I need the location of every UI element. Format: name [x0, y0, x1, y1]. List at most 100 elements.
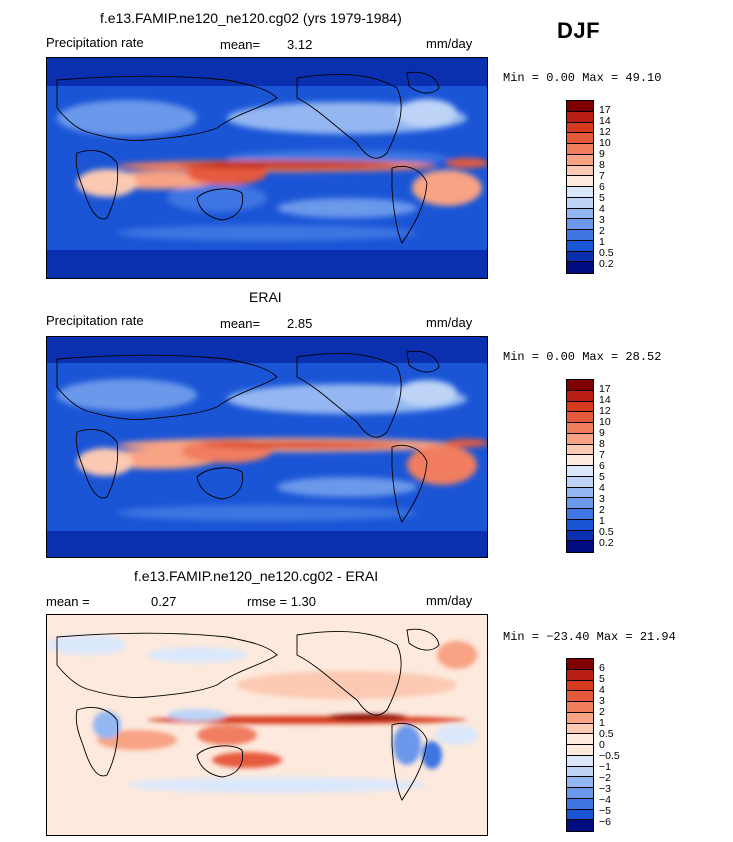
- panel1-tick: 2: [599, 225, 605, 237]
- colorbar-segment: [567, 755, 593, 767]
- colorbar-segment: [567, 498, 593, 509]
- colorbar-segment: [567, 111, 593, 123]
- colorbar-segment: [567, 240, 593, 252]
- panel1-tick: 5: [599, 192, 605, 204]
- panel1-units: mm/day: [426, 36, 473, 51]
- panel2-colorbar-segments: [567, 380, 593, 552]
- panel2-minmax: Min = 0.00 Max = 28.52: [503, 350, 662, 364]
- colorbar-segment: [567, 187, 593, 198]
- colorbar-segment: [567, 712, 593, 724]
- panel1-tick: 9: [599, 148, 605, 160]
- panel3-tick: 1: [599, 717, 605, 729]
- panel2-mean-label: mean=: [220, 316, 261, 331]
- panel3-minmax: Min = −23.40 Max = 21.94: [503, 630, 676, 644]
- panel2-colorbar: [566, 379, 594, 553]
- colorbar-segment: [567, 197, 593, 209]
- panel2-units: mm/day: [426, 315, 473, 330]
- colorbar-segment: [567, 423, 593, 434]
- panel1-tick: 3: [599, 214, 605, 226]
- colorbar-segment: [567, 820, 593, 831]
- panel3-tick: −3: [599, 783, 611, 795]
- panel2-precip-map: [46, 336, 488, 558]
- colorbar-segment: [567, 777, 593, 788]
- panel3-tick: −4: [599, 794, 611, 806]
- panel2-tick: 5: [599, 471, 605, 483]
- colorbar-segment: [567, 509, 593, 520]
- panel3-tick: 0: [599, 739, 605, 751]
- colorbar-segment: [567, 219, 593, 230]
- panel1-tick: 8: [599, 159, 605, 171]
- colorbar-segment: [567, 541, 593, 552]
- panel1-tick: 10: [599, 137, 611, 149]
- panel3-tick: 3: [599, 695, 605, 707]
- colorbar-segment: [567, 101, 593, 112]
- panel3-rmse: rmse = 1.30: [247, 594, 317, 609]
- colorbar-segment: [567, 745, 593, 756]
- panel1-map-svg: [47, 58, 487, 278]
- panel1-title: f.e13.FAMIP.ne120_ne120.cg02 (yrs 1979-1…: [100, 10, 402, 26]
- panel3-mean-label: mean =: [46, 594, 90, 609]
- panel2-tick: 17: [599, 383, 611, 395]
- panel2-tick: 12: [599, 405, 611, 417]
- colorbar-segment: [567, 766, 593, 778]
- panel2-tick: 14: [599, 394, 611, 406]
- panel2-tick: 1: [599, 515, 605, 527]
- colorbar-segment: [567, 476, 593, 488]
- colorbar-segment: [567, 262, 593, 273]
- panel1-tick: 14: [599, 115, 611, 127]
- colorbar-segment: [567, 798, 593, 810]
- panel1-tick: 0.2: [599, 258, 614, 270]
- colorbar-segment: [567, 144, 593, 155]
- panel1-colorbar-segments: [567, 101, 593, 273]
- colorbar-segment: [567, 380, 593, 391]
- panel2-tick: 8: [599, 438, 605, 450]
- colorbar-segment: [567, 230, 593, 241]
- colorbar-segment: [567, 691, 593, 702]
- panel2-title: ERAI: [249, 289, 282, 305]
- colorbar-segment: [567, 734, 593, 745]
- colorbar-segment: [567, 165, 593, 177]
- panel1-tick: 17: [599, 104, 611, 116]
- panel3-tick: 4: [599, 684, 605, 696]
- colorbar-segment: [567, 659, 593, 670]
- colorbar-segment: [567, 176, 593, 187]
- colorbar-segment: [567, 809, 593, 821]
- panel1-tick: 0.5: [599, 247, 614, 259]
- colorbar-segment: [567, 122, 593, 134]
- panel1-tick: 4: [599, 203, 605, 215]
- panel3-colorbar-segments: [567, 659, 593, 831]
- colorbar-segment: [567, 530, 593, 542]
- panel3-tick: −5: [599, 805, 611, 817]
- panel3-tick: −2: [599, 772, 611, 784]
- panel3-tick: −6: [599, 816, 611, 828]
- panel2-tick: 7: [599, 449, 605, 461]
- panel3-title: f.e13.FAMIP.ne120_ne120.cg02 - ERAI: [134, 568, 379, 584]
- colorbar-segment: [567, 680, 593, 692]
- panel3-difference-map: [46, 614, 488, 836]
- panel1-mean-value: 3.12: [287, 37, 313, 52]
- panel3-map-svg: [47, 615, 487, 835]
- panel1-colorbar: [566, 100, 594, 274]
- colorbar-segment: [567, 208, 593, 220]
- panel2-tick: 4: [599, 482, 605, 494]
- colorbar-segment: [567, 390, 593, 402]
- panel1-tick: 6: [599, 181, 605, 193]
- panel3-mean-value: 0.27: [151, 594, 177, 609]
- colorbar-segment: [567, 466, 593, 477]
- panel3-tick: 2: [599, 706, 605, 718]
- panel3-tick: 5: [599, 673, 605, 685]
- panel1-mean-label: mean=: [220, 37, 261, 52]
- colorbar-segment: [567, 401, 593, 413]
- panel1-tick: 7: [599, 170, 605, 182]
- colorbar-segment: [567, 412, 593, 423]
- panel1-variable-label: Precipitation rate: [46, 35, 144, 50]
- colorbar-segment: [567, 133, 593, 144]
- panel2-tick: 0.5: [599, 526, 614, 538]
- panel2-tick: 10: [599, 416, 611, 428]
- panel2-tick: 9: [599, 427, 605, 439]
- panel2-tick: 2: [599, 504, 605, 516]
- colorbar-segment: [567, 702, 593, 713]
- colorbar-segment: [567, 788, 593, 799]
- panel2-mean-value: 2.85: [287, 316, 313, 331]
- colorbar-segment: [567, 433, 593, 445]
